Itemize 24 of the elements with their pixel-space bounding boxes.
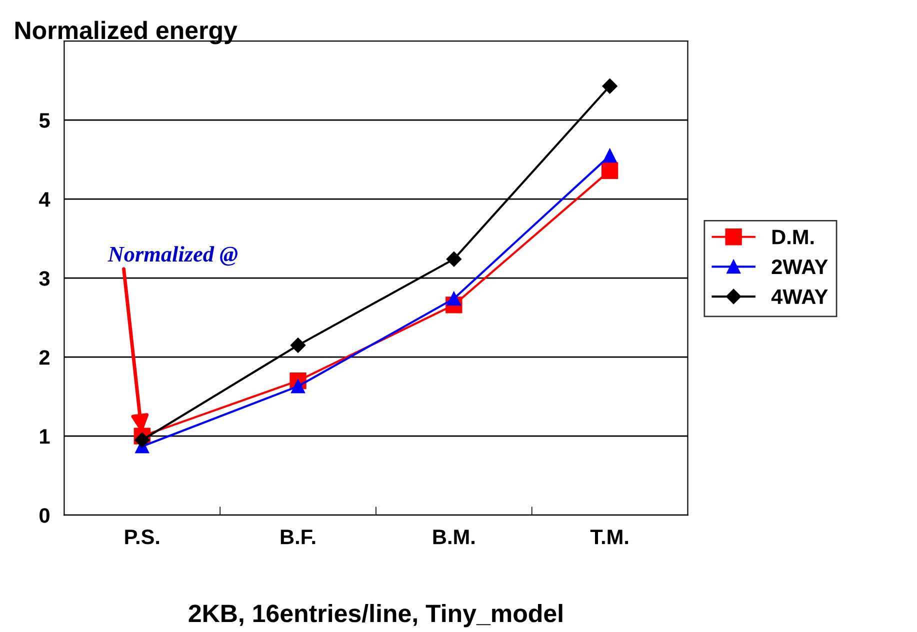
point: [291, 379, 305, 394]
y-tick-label: 5: [39, 113, 50, 128]
point: [446, 252, 462, 267]
y-tick-label: 3: [39, 271, 50, 286]
x-axis-title: 2KB, 16entries/line, Tiny_model: [188, 604, 562, 628]
x-tick-label: P.S.: [125, 530, 160, 544]
chart-title: Normalized energy: [15, 20, 238, 44]
legend-label: D.M.: [772, 230, 814, 244]
legend-label: 4WAY: [771, 289, 828, 304]
point: [601, 162, 618, 179]
y-tick-label: 0: [40, 508, 50, 523]
point: [602, 78, 618, 94]
point: [602, 148, 617, 163]
annotation: Normalized @: [108, 246, 238, 266]
x-tick-label: T.M.: [590, 530, 628, 544]
point: [446, 292, 461, 306]
legend-label: 2WAY: [772, 259, 828, 274]
point: [290, 338, 306, 353]
x-tick-label: B.F.: [280, 530, 316, 544]
x-tick-label: B.M.: [433, 530, 474, 544]
y-tick-label: 1: [40, 429, 50, 444]
y-tick-label: 2: [39, 350, 50, 365]
y-tick-label: 4: [39, 192, 50, 207]
point: [134, 432, 150, 448]
